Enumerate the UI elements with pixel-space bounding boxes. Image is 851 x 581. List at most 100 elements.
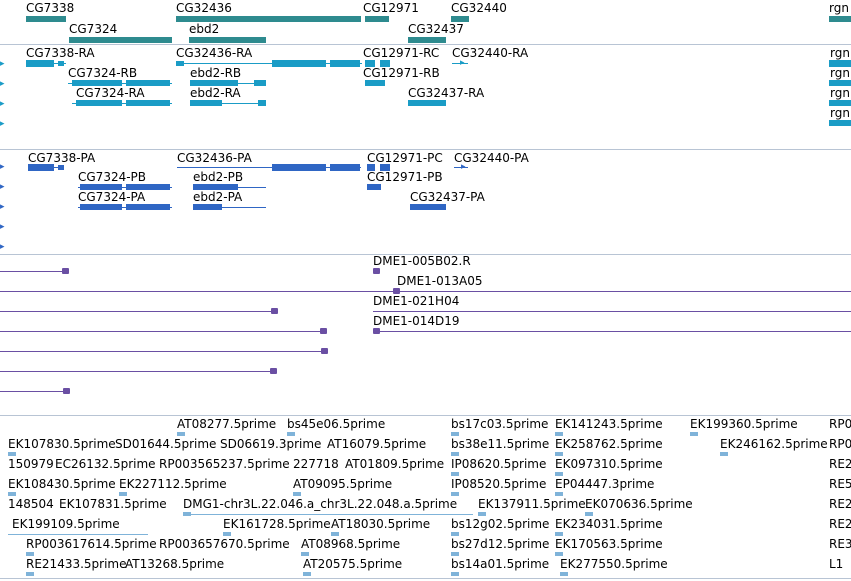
transcript-label[interactable]: CG32440-PA [454, 151, 529, 165]
est-label[interactable]: EK137911.5prime [478, 497, 586, 511]
est-label[interactable]: EK170563.5prime [555, 537, 663, 551]
exon-block[interactable] [410, 204, 446, 210]
est-feature[interactable] [555, 532, 563, 536]
est-feature[interactable] [26, 572, 34, 576]
est-label[interactable]: 148504 [8, 497, 54, 511]
transcript-label[interactable]: CG32437-RA [408, 86, 485, 100]
exon-block[interactable] [193, 204, 222, 210]
exon-block[interactable] [829, 80, 851, 86]
est-label[interactable]: EK199109.5prime [12, 517, 120, 531]
exon-block[interactable] [193, 184, 238, 190]
est-feature[interactable] [177, 432, 185, 436]
clone-line[interactable] [0, 371, 276, 372]
clone-label[interactable]: DME1-013A05 [397, 274, 483, 288]
est-feature[interactable] [478, 512, 486, 516]
est-feature[interactable] [555, 432, 563, 436]
exon-block[interactable] [58, 61, 64, 66]
exon-block[interactable] [365, 80, 385, 86]
transcript-label[interactable]: CG12971-RB [363, 66, 440, 80]
transcript-label[interactable]: CG7324-PA [78, 190, 146, 204]
est-feature[interactable] [223, 532, 231, 536]
est-label[interactable]: RP003617614.5prime [26, 537, 157, 551]
exon-block[interactable] [72, 80, 122, 86]
exon-block[interactable] [126, 204, 170, 210]
clone-label[interactable]: DME1-021H04 [373, 294, 460, 308]
exon-block[interactable] [367, 164, 375, 171]
gene-bar[interactable] [408, 37, 446, 43]
clone-line[interactable] [0, 391, 70, 392]
est-label[interactable]: EK258762.5prime [555, 437, 663, 451]
transcript-label[interactable]: CG32436-RA [176, 46, 253, 60]
est-label[interactable]: AT08968.5prime [301, 537, 401, 551]
transcript-label[interactable]: CG7324-PB [78, 170, 147, 184]
transcript-label[interactable]: CG12971-RC [363, 46, 440, 60]
transcript-label[interactable]: CG7324-RA [76, 86, 145, 100]
est-feature[interactable] [451, 552, 459, 556]
clone-line[interactable] [0, 351, 326, 352]
est-feature[interactable] [183, 512, 191, 516]
exon-block[interactable] [28, 164, 54, 171]
est-label[interactable]: IP08520.5prime [451, 477, 547, 491]
transcript-label[interactable]: rgn [830, 46, 850, 60]
clone-line[interactable] [0, 291, 851, 292]
exon-block[interactable] [190, 100, 222, 106]
gene-label[interactable]: CG7338 [26, 1, 75, 15]
est-label[interactable]: RE2 [829, 517, 851, 531]
exon-block[interactable] [380, 60, 390, 67]
est-feature[interactable] [287, 432, 295, 436]
est-feature[interactable] [301, 552, 309, 556]
est-line[interactable] [8, 534, 148, 535]
clone-label[interactable]: DME1-005B02.R [373, 254, 471, 268]
est-label[interactable]: EK107830.5prime [8, 437, 116, 451]
clone-line[interactable] [0, 331, 326, 332]
est-feature[interactable] [293, 492, 301, 496]
est-label[interactable]: RE5 [829, 477, 851, 491]
gene-bar[interactable] [365, 16, 389, 22]
est-feature[interactable] [690, 432, 698, 436]
est-line[interactable] [183, 514, 473, 515]
exon-block[interactable] [367, 184, 381, 190]
est-label[interactable]: bs17c03.5prime [451, 417, 549, 431]
est-label[interactable]: EP04447.3prime [555, 477, 655, 491]
est-feature[interactable] [119, 492, 127, 496]
transcript-label[interactable]: rgn [830, 86, 850, 100]
est-feature[interactable] [555, 552, 563, 556]
est-feature[interactable] [555, 472, 563, 476]
est-label[interactable]: EK199360.5prime [690, 417, 798, 431]
exon-block[interactable] [380, 164, 390, 171]
est-label[interactable]: RE3 [829, 537, 851, 551]
gene-bar[interactable] [189, 37, 266, 43]
est-feature[interactable] [560, 572, 568, 576]
exon-block[interactable] [126, 184, 170, 190]
clone-line[interactable] [373, 331, 851, 332]
transcript-label[interactable]: CG7338-RA [26, 46, 95, 60]
exon-block[interactable] [829, 100, 851, 106]
est-label[interactable]: EK161728.5prime [223, 517, 331, 531]
est-feature[interactable] [451, 532, 459, 536]
gene-bar[interactable] [451, 16, 469, 22]
gene-label[interactable]: CG32436 [176, 1, 232, 15]
gene-bar[interactable] [69, 37, 172, 43]
est-label[interactable]: 150979 [8, 457, 54, 471]
transcript-label[interactable]: CG7338-PA [28, 151, 96, 165]
est-label[interactable]: AT13268.5prime [125, 557, 225, 571]
est-feature[interactable] [331, 532, 339, 536]
est-label[interactable]: L1 [829, 557, 844, 571]
est-label[interactable]: AT01809.5prime [345, 457, 445, 471]
est-label[interactable]: bs38e11.5prime [451, 437, 550, 451]
est-feature[interactable] [451, 492, 459, 496]
clone-line[interactable] [373, 311, 851, 312]
gene-label[interactable]: CG7324 [69, 22, 118, 36]
est-label[interactable]: AT08277.5prime [177, 417, 277, 431]
gene-label[interactable]: CG32440 [451, 1, 507, 15]
exon-block[interactable] [829, 60, 851, 67]
exon-block[interactable] [365, 60, 375, 67]
transcript-label[interactable]: CG12971-PB [367, 170, 443, 184]
exon-block[interactable] [126, 80, 170, 86]
est-feature[interactable] [26, 552, 34, 556]
est-label[interactable]: EK097310.5prime [555, 457, 663, 471]
est-label[interactable]: AT09095.5prime [293, 477, 393, 491]
est-label[interactable]: AT16079.5prime [327, 437, 427, 451]
exon-block[interactable] [272, 164, 326, 171]
exon-block[interactable] [58, 165, 64, 170]
